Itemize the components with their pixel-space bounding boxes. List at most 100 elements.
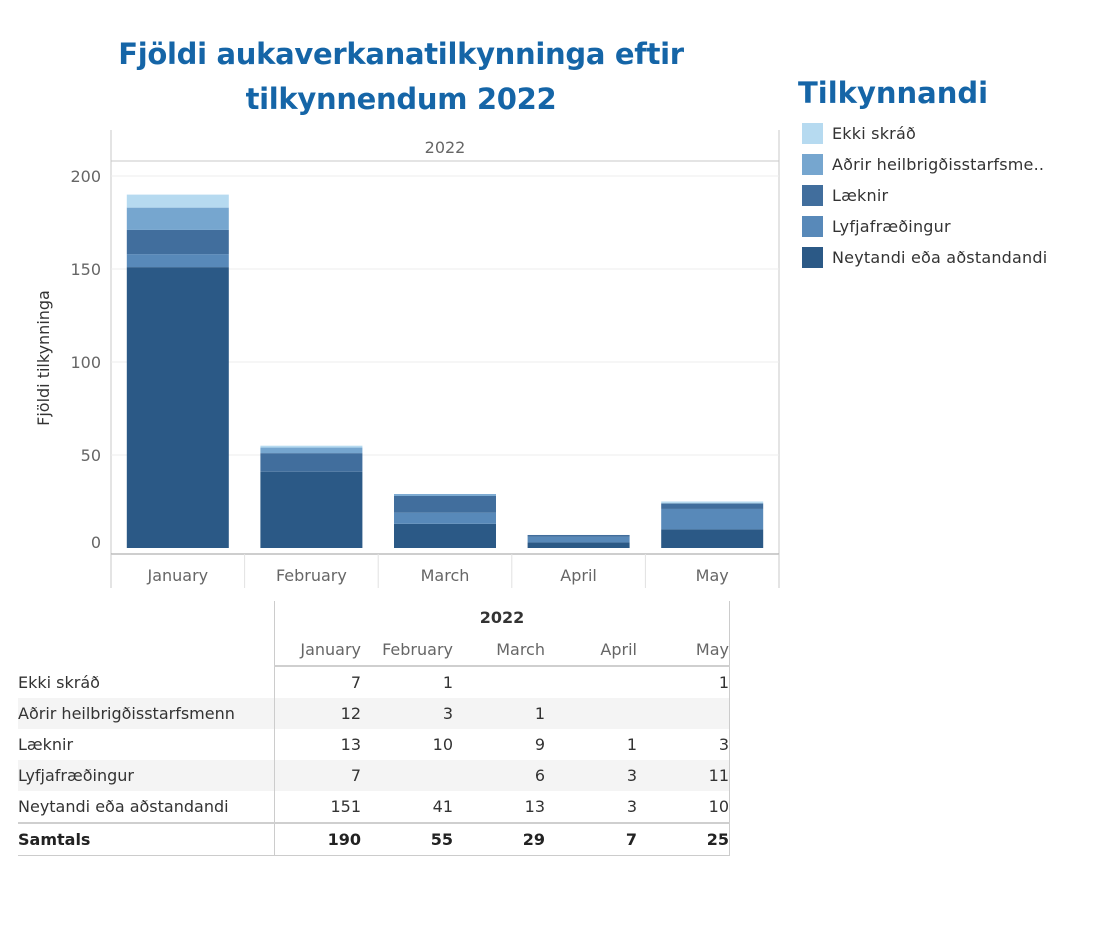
- table-cell: 13: [340, 735, 361, 754]
- y-tick-label: 150: [70, 260, 101, 279]
- table-cell: 10: [432, 735, 453, 754]
- table-row-label: Aðrir heilbrigðisstarfsmenn: [18, 698, 275, 729]
- data-table: 2022 January February March April May Ekki skr…: [18, 601, 730, 856]
- bar-segment: [661, 503, 764, 509]
- table-month-header: May: [637, 634, 730, 667]
- table-cell: 7: [350, 673, 361, 692]
- table-cell: 6: [453, 760, 545, 791]
- bar-segment: [394, 512, 496, 524]
- table-cell: 12: [274, 698, 361, 729]
- legend-label: Neytandi eða aðstandandi: [832, 248, 1048, 267]
- legend-item[interactable]: Neytandi eða aðstandandi: [802, 242, 1047, 273]
- table-year-row: 2022: [18, 601, 730, 634]
- legend-label: Læknir: [832, 186, 889, 205]
- table-cell: 151: [330, 797, 361, 816]
- table-month-header: April: [545, 634, 637, 667]
- bar-segment: [394, 494, 496, 496]
- legend: Ekki skráð Aðrir heilbrigðisstarfsme.. Læk…: [802, 118, 1047, 273]
- y-tick-label: 200: [70, 167, 101, 186]
- table-cell: [637, 698, 730, 729]
- table-total-label: Samtals: [18, 822, 275, 856]
- table-row-label: Læknir: [18, 729, 275, 760]
- bar-segment: [661, 508, 764, 530]
- table-month-row: January February March April May: [18, 634, 730, 667]
- bar-segment: [126, 207, 229, 230]
- x-tick-label: January: [146, 566, 208, 585]
- table-total-cell: 55: [361, 822, 453, 856]
- bar-segment: [260, 445, 363, 448]
- x-tick-label: March: [421, 566, 470, 585]
- bar-segment: [527, 536, 630, 543]
- table-row: Lyfjafræðingur 7 6 3 11: [18, 760, 730, 791]
- table-cell: 9: [534, 735, 545, 754]
- table-row: Aðrir heilbrigðisstarfsmenn 12 3 1: [18, 698, 730, 729]
- column-header-year: 2022: [425, 138, 466, 157]
- table-cell: 3: [626, 797, 637, 816]
- y-tick-label: 50: [81, 446, 101, 465]
- legend-swatch: [802, 247, 823, 268]
- x-tick-label: May: [696, 566, 729, 585]
- table-cell: [453, 666, 545, 698]
- legend-label: Lyfjafræðingur: [832, 217, 951, 236]
- table-cell: [545, 698, 637, 729]
- legend-swatch: [802, 123, 823, 144]
- table-total-cell: 190: [274, 822, 361, 856]
- bar-segment: [394, 495, 496, 513]
- table-row-label: Lyfjafræðingur: [18, 760, 275, 791]
- table-cell: 1: [442, 673, 453, 692]
- legend-item[interactable]: Ekki skráð: [802, 118, 1047, 149]
- table-row: Læknir 13 10 9 1 3: [18, 729, 730, 760]
- bar-segment: [126, 267, 229, 548]
- chart-title: Fjöldi aukaverkanatilkynninga eftir tilk…: [118, 37, 684, 116]
- table-cell: 1: [453, 698, 545, 729]
- bar-segment: [260, 471, 363, 548]
- table-month-header: February: [361, 634, 453, 667]
- bar-segment: [394, 523, 496, 548]
- bar-segment: [527, 534, 630, 537]
- legend-swatch: [802, 216, 823, 237]
- table-total-row: Samtals 190 55 29 7 25: [18, 822, 730, 856]
- table-total-cell: 29: [453, 822, 545, 856]
- table-cell: 7: [274, 760, 361, 791]
- table-total-cell: 7: [545, 822, 637, 856]
- table-month-header: January: [274, 634, 361, 667]
- bar-segment: [661, 501, 764, 504]
- table-cell: [361, 760, 453, 791]
- legend-swatch: [802, 154, 823, 175]
- legend-title: Tilkynnandi: [798, 76, 989, 110]
- table-row-label: Ekki skráð: [18, 666, 275, 698]
- legend-swatch: [802, 185, 823, 206]
- table-year-header: 2022: [274, 601, 730, 634]
- table-corner: [18, 601, 275, 634]
- bar-segment: [126, 229, 229, 255]
- legend-item[interactable]: Aðrir heilbrigðisstarfsme..: [802, 149, 1047, 180]
- table-cell: [545, 666, 637, 698]
- table-cell: 1: [637, 666, 730, 698]
- table-cell: 3: [361, 698, 453, 729]
- legend-item[interactable]: Lyfjafræðingur: [802, 211, 1047, 242]
- table-cell: 11: [637, 760, 730, 791]
- legend-label: Ekki skráð: [832, 124, 916, 143]
- table-month-header: March: [453, 634, 545, 667]
- x-tick-label: February: [276, 566, 347, 585]
- legend-item[interactable]: Læknir: [802, 180, 1047, 211]
- table-cell: 3: [545, 760, 637, 791]
- bar-segment: [126, 194, 229, 208]
- table-cell: 41: [432, 797, 453, 816]
- y-tick-label: 100: [70, 353, 101, 372]
- bar-segment: [260, 453, 363, 472]
- y-tick-label: 0: [91, 533, 101, 552]
- table-cell: 10: [637, 791, 730, 823]
- table-row: Neytandi eða aðstandandi 151 41 13 3 10: [18, 791, 730, 823]
- bar-segment: [126, 254, 229, 268]
- table-row: Ekki skráð 7 1 1: [18, 666, 730, 698]
- bar-segment: [661, 529, 764, 548]
- table-corner: [18, 634, 275, 666]
- table-cell: 1: [626, 735, 637, 754]
- legend-label: Aðrir heilbrigðisstarfsme..: [832, 155, 1045, 174]
- table-total-cell: 25: [637, 822, 730, 856]
- table-cell: 13: [524, 797, 545, 816]
- bar-segment: [260, 447, 363, 454]
- stacked-bar-chart: 2022 0 50 100 150 200 Fjöldi tilkynninga Januar…: [34, 130, 780, 588]
- table-row-label: Neytandi eða aðstandandi: [18, 791, 275, 823]
